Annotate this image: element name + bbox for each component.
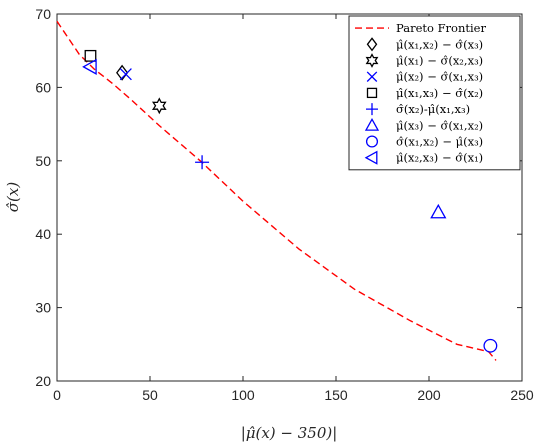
square-marker	[366, 87, 378, 99]
y-tick-label: 20	[35, 373, 51, 389]
diamond-marker	[366, 37, 378, 52]
legend-label: μ̂(x₂) − σ̂(x₁,x₃)	[396, 70, 483, 84]
x-marker	[366, 71, 378, 82]
y-tick-label: 30	[35, 300, 51, 316]
hexagram-marker	[365, 53, 379, 68]
legend-label: μ̂(x₁,x₃) − σ̂(x₂)	[396, 86, 483, 100]
triangle-up-marker	[364, 117, 380, 131]
x-tick-label: 150	[324, 387, 348, 403]
legend-label: μ̂(x₁,x₂) − σ̂(x₃)	[396, 37, 483, 51]
y-tick-label: 40	[35, 226, 51, 242]
circle-marker	[365, 135, 379, 148]
triangle-left-marker	[364, 150, 378, 165]
legend: Pareto Frontier μ̂(x₁,x₂) − σ̂(x₃) μ̂(x₁) …	[348, 15, 521, 171]
hexagram-marker	[151, 97, 167, 115]
x-tick-label: 100	[231, 387, 255, 403]
legend-label: σ̂(x₁,x₂) − μ̂(x₃)	[396, 135, 483, 149]
x-tick-label: 250	[510, 387, 534, 403]
triangle-left-marker	[82, 58, 97, 75]
x-tick-label: 200	[417, 387, 441, 403]
legend-label: μ̂(x₂,x₃) − σ̂(x₁)	[396, 151, 483, 165]
axis-ticks: 0 50 100 150 200 250 20 30 40 50 60 70	[35, 6, 533, 403]
legend-label: Pareto Frontier	[396, 21, 486, 35]
legend-label: σ̂(x₂)-μ̂(x₁,x₃)	[396, 102, 470, 116]
pareto-frontier-line	[56, 20, 497, 361]
x-axis-label: |μ̂(x) − 350)|	[241, 424, 338, 442]
square-marker	[84, 49, 97, 62]
plus-marker	[195, 155, 210, 170]
diamond-marker	[116, 64, 129, 81]
pareto-frontier	[56, 20, 497, 361]
circle-marker	[483, 338, 498, 353]
y-tick-label: 50	[35, 153, 51, 169]
plus-marker	[366, 103, 378, 116]
data-points	[82, 49, 498, 353]
legend-label: μ̂(x₁) − σ̂(x₂,x₃)	[396, 54, 483, 68]
x-tick-label: 50	[142, 387, 158, 403]
y-tick-label: 60	[35, 79, 51, 95]
x-marker	[119, 68, 132, 81]
y-axis-label: σ̂(x)	[4, 182, 22, 213]
x-tick-label: 0	[53, 387, 61, 403]
legend-label: μ̂(x₃) − σ̂(x₁,x₂)	[396, 118, 483, 132]
y-tick-label: 70	[35, 6, 51, 22]
triangle-up-marker	[430, 203, 447, 219]
legend-box	[348, 15, 521, 171]
